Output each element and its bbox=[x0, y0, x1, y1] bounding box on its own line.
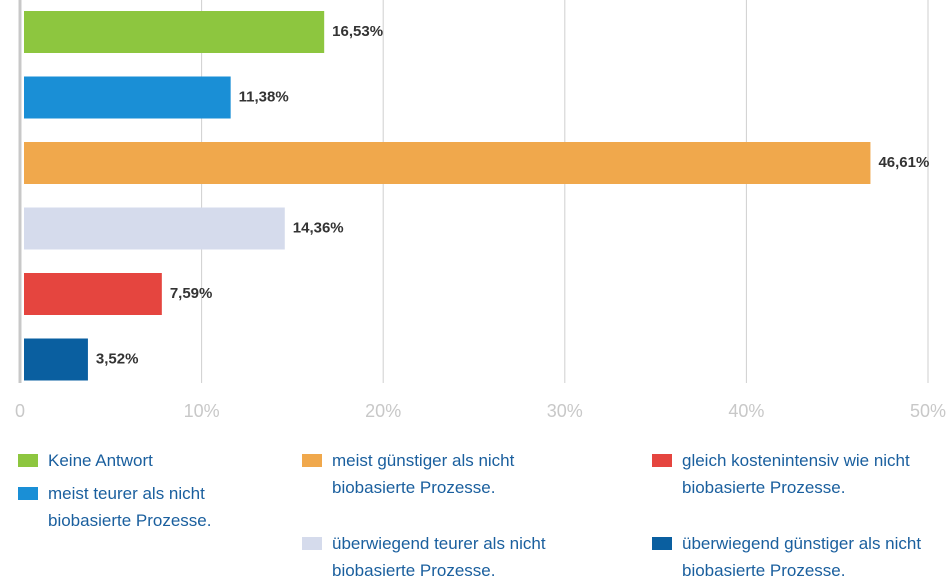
bar bbox=[24, 76, 231, 119]
legend-swatch bbox=[302, 454, 322, 467]
legend-label: überwiegend teurer als nicht biobasierte… bbox=[332, 534, 546, 580]
value-label: 3,52% bbox=[96, 350, 139, 367]
legend-swatch bbox=[652, 537, 672, 550]
legend-label: überwiegend günstiger als nicht biobasie… bbox=[682, 534, 922, 580]
legend-label: Keine Antwort bbox=[48, 451, 153, 470]
legend-label: gleich kostenintensiv wie nicht biobasie… bbox=[682, 451, 910, 497]
x-tick-label: 0 bbox=[15, 401, 25, 421]
value-label: 16,53% bbox=[332, 23, 383, 40]
legend-swatch bbox=[18, 487, 38, 500]
value-label: 46,61% bbox=[878, 154, 929, 171]
bar bbox=[24, 142, 871, 184]
bar bbox=[24, 338, 88, 381]
legend-label: meist günstiger als nicht biobasierte Pr… bbox=[332, 451, 515, 497]
legend-swatch bbox=[18, 454, 38, 467]
value-label: 11,38% bbox=[239, 88, 289, 105]
legend-swatch bbox=[652, 454, 672, 467]
x-tick-label: 40% bbox=[728, 401, 764, 421]
chart: 0 10% 20% 30% 40% 50% 16,53% 11,38% 46,61% 14,36%… bbox=[15, 0, 946, 421]
bar bbox=[24, 11, 325, 53]
x-tick-label: 10% bbox=[184, 401, 220, 421]
value-label: 7,59% bbox=[170, 285, 213, 302]
page: {"chart_data": {"type": "hbar", "categor… bbox=[14, 0, 947, 580]
x-tick-label: 20% bbox=[365, 401, 401, 421]
value-label: 14,36% bbox=[293, 219, 344, 236]
legend-swatch bbox=[302, 537, 322, 550]
bar bbox=[24, 273, 162, 315]
bar bbox=[24, 207, 285, 250]
x-tick-label: 50% bbox=[910, 401, 946, 421]
x-tick-label: 30% bbox=[547, 401, 583, 421]
legend-label: meist teurer als nicht biobasierte Proze… bbox=[48, 484, 212, 530]
